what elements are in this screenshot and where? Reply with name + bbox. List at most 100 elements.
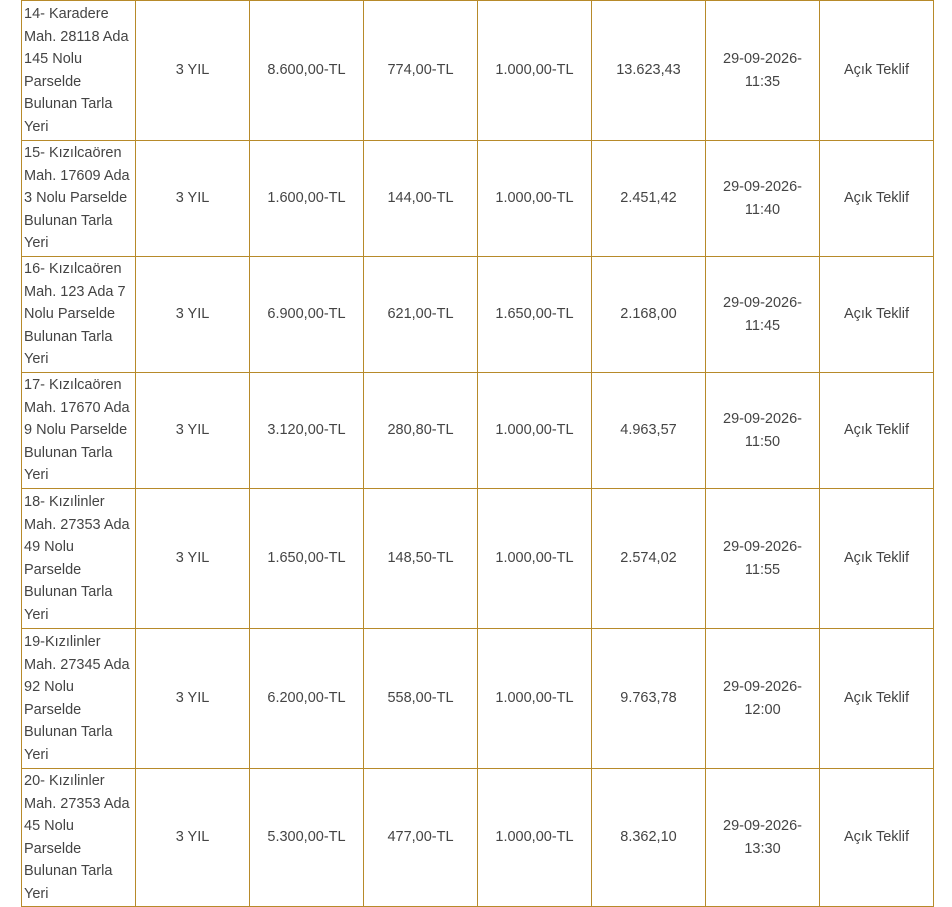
tender-method-cell: Açık Teklif <box>819 488 934 629</box>
parcel-description-line: Mah. 27353 Ada <box>24 795 130 812</box>
lease-period-cell: 3 YIL <box>135 488 250 629</box>
table-row: 18- Kızılinler Mah. 27353 Ada 49 Nolu Pa… <box>21 488 934 629</box>
guarantee-cell: 558,00-TL <box>363 628 478 769</box>
lease-period-cell: 3 YIL <box>135 0 250 141</box>
fee-cell: 1.000,00-TL <box>477 628 592 769</box>
table-row: 14- Karadere Mah. 28118 Ada 145 Nolu Par… <box>21 0 934 141</box>
parcel-description-cell: 18- Kızılinler Mah. 27353 Ada 49 Nolu Pa… <box>21 488 136 629</box>
estimated-value-cell: 5.300,00-TL <box>249 768 364 907</box>
tender-time: 13:30 <box>744 840 781 857</box>
tender-method-cell: Açık Teklif <box>819 372 934 489</box>
tender-method-cell: Açık Teklif <box>819 140 934 257</box>
lease-period-cell: 3 YIL <box>135 372 250 489</box>
guarantee-cell: 621,00-TL <box>363 256 478 373</box>
guarantee-cell: 774,00-TL <box>363 0 478 141</box>
table-row: 20- Kızılinler Mah. 27353 Ada 45 Nolu Pa… <box>21 768 934 907</box>
parcel-description-line: Parselde <box>24 73 82 90</box>
tender-time: 11:35 <box>744 73 781 90</box>
parcel-description-cell: 16- Kızılcaören Mah. 123 Ada 7 Nolu Pars… <box>21 256 136 373</box>
parcel-description-line: Bulunan Tarla <box>24 212 113 229</box>
tender-method-cell: Açık Teklif <box>819 256 934 373</box>
fee-cell: 1.000,00-TL <box>477 372 592 489</box>
tender-datetime-cell: 29-09-2026- 11:55 <box>705 488 820 629</box>
parcel-description-line: 17- Kızılcaören <box>24 377 122 394</box>
parcel-description-line: Parselde <box>24 701 82 718</box>
parcel-description-line: 3 Nolu Parselde <box>24 190 128 207</box>
fee-cell: 1.000,00-TL <box>477 0 592 141</box>
parcel-description-line: Bulunan Tarla <box>24 328 113 345</box>
estimated-value-cell: 1.600,00-TL <box>249 140 364 257</box>
parcel-description-line: 92 Nolu <box>24 679 74 695</box>
table-row: 19-Kızılinler Mah. 27345 Ada 92 Nolu Par… <box>21 628 934 769</box>
parcel-description-line: Yeri <box>24 885 49 902</box>
tender-date: 29-09-2026- <box>723 411 802 427</box>
tender-table-body: 14- Karadere Mah. 28118 Ada 145 Nolu Par… <box>21 0 934 907</box>
parcel-description-line: Mah. 123 Ada 7 <box>24 283 126 300</box>
guarantee-cell: 280,80-TL <box>363 372 478 489</box>
parcel-description-line: Mah. 28118 Ada <box>24 28 129 45</box>
parcel-description-line: Yeri <box>24 746 49 763</box>
table-row: 15- Kızılcaören Mah. 17609 Ada 3 Nolu Pa… <box>21 140 934 257</box>
tender-date: 29-09-2026- <box>723 295 802 311</box>
table-row: 16- Kızılcaören Mah. 123 Ada 7 Nolu Pars… <box>21 256 934 373</box>
estimated-value-cell: 8.600,00-TL <box>249 0 364 141</box>
tender-time: 11:50 <box>744 433 781 450</box>
parcel-description-line: Yeri <box>24 235 49 252</box>
parcel-description-line: Yeri <box>24 606 49 623</box>
estimated-value-cell: 6.200,00-TL <box>249 628 364 769</box>
tender-datetime-cell: 29-09-2026- 12:00 <box>705 628 820 769</box>
tender-method-cell: Açık Teklif <box>819 768 934 907</box>
tender-datetime-cell: 29-09-2026- 11:35 <box>705 0 820 141</box>
estimated-value-cell: 6.900,00-TL <box>249 256 364 373</box>
area-cell: 13.623,43 <box>591 0 706 141</box>
fee-cell: 1.000,00-TL <box>477 488 592 629</box>
parcel-description-line: Mah. 27353 Ada <box>24 516 130 533</box>
parcel-description-line: Mah. 17609 Ada <box>24 167 130 184</box>
tender-date: 29-09-2026- <box>723 51 802 67</box>
tender-datetime-cell: 29-09-2026- 11:40 <box>705 140 820 257</box>
parcel-description-cell: 15- Kızılcaören Mah. 17609 Ada 3 Nolu Pa… <box>21 140 136 257</box>
parcel-description-cell: 19-Kızılinler Mah. 27345 Ada 92 Nolu Par… <box>21 628 136 769</box>
tender-method-cell: Açık Teklif <box>819 628 934 769</box>
lease-period-cell: 3 YIL <box>135 256 250 373</box>
parcel-description-line: Yeri <box>24 118 49 135</box>
parcel-description-line: Parselde <box>24 840 82 857</box>
tender-date: 29-09-2026- <box>723 179 802 195</box>
tender-date: 29-09-2026- <box>723 679 802 695</box>
area-cell: 9.763,78 <box>591 628 706 769</box>
tender-date: 29-09-2026- <box>723 818 802 834</box>
tender-table-container: 14- Karadere Mah. 28118 Ada 145 Nolu Par… <box>21 0 934 907</box>
parcel-description-line: Yeri <box>24 351 49 368</box>
parcel-description-line: 49 Nolu <box>24 539 74 555</box>
fee-cell: 1.000,00-TL <box>477 768 592 907</box>
tender-datetime-cell: 29-09-2026- 11:45 <box>705 256 820 373</box>
tender-time: 11:55 <box>744 561 781 578</box>
fee-cell: 1.000,00-TL <box>477 140 592 257</box>
parcel-description-line: Nolu Parselde <box>24 306 116 323</box>
parcel-description-line: Bulunan Tarla <box>24 444 113 461</box>
parcel-description-line: 45 Nolu <box>24 818 74 834</box>
area-cell: 2.574,02 <box>591 488 706 629</box>
guarantee-cell: 148,50-TL <box>363 488 478 629</box>
parcel-description-line: Bulunan Tarla <box>24 863 113 879</box>
tender-time: 11:40 <box>744 201 781 218</box>
guarantee-cell: 144,00-TL <box>363 140 478 257</box>
parcel-description-line: 14- Karadere <box>24 6 109 22</box>
parcel-description-line: Parselde <box>24 561 82 578</box>
lease-period-cell: 3 YIL <box>135 140 250 257</box>
parcel-description-line: 9 Nolu Parselde <box>24 422 128 439</box>
parcel-description-line: 18- Kızılinler <box>24 494 105 510</box>
lease-period-cell: 3 YIL <box>135 768 250 907</box>
area-cell: 2.451,42 <box>591 140 706 257</box>
parcel-description-line: 20- Kızılinler <box>24 773 105 789</box>
parcel-description-line: Bulunan Tarla <box>24 584 113 600</box>
tender-time: 11:45 <box>744 317 781 334</box>
parcel-description-line: Bulunan Tarla <box>24 96 113 112</box>
tender-method-cell: Açık Teklif <box>819 0 934 141</box>
parcel-description-cell: 17- Kızılcaören Mah. 17670 Ada 9 Nolu Pa… <box>21 372 136 489</box>
parcel-description-line: Yeri <box>24 467 49 484</box>
parcel-description-line: 19-Kızılinler <box>24 634 101 650</box>
area-cell: 4.963,57 <box>591 372 706 489</box>
parcel-description-line: 145 Nolu <box>24 51 83 67</box>
estimated-value-cell: 1.650,00-TL <box>249 488 364 629</box>
